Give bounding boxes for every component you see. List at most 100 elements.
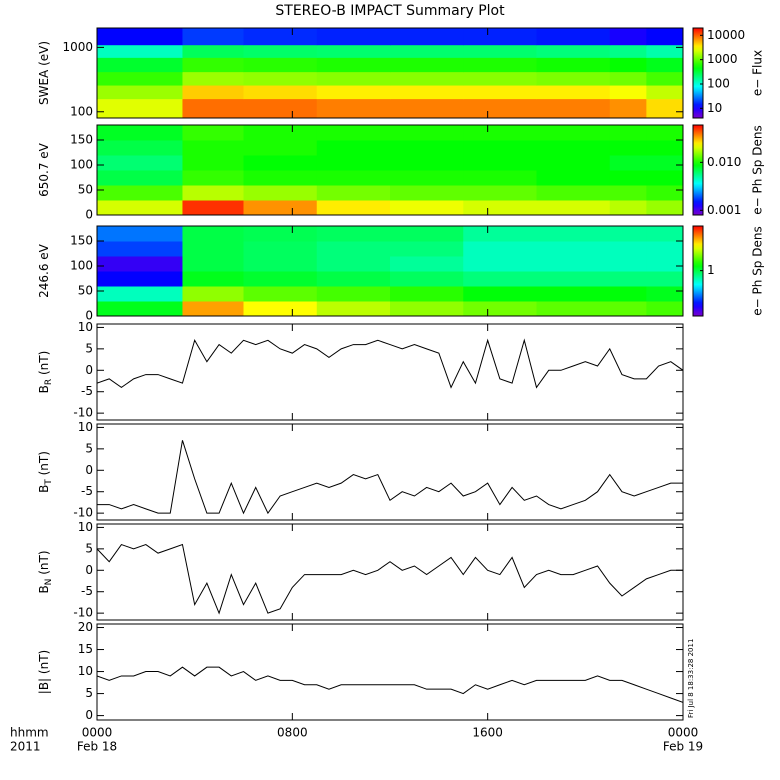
year-label: 2011 — [10, 740, 41, 754]
panel — [97, 440, 683, 515]
heatmap-cell — [646, 155, 683, 171]
heatmap-cell — [609, 185, 647, 201]
x-tick-label: 0000 — [668, 726, 699, 740]
y-axis-label-part: B — [37, 385, 51, 393]
y-tick-label: 5 — [85, 341, 93, 355]
heatmap-cell — [463, 155, 537, 171]
heatmap-cell — [536, 185, 611, 201]
y-axis-label-part: SWEA (eV) — [37, 41, 51, 105]
heatmap-cell — [316, 185, 391, 201]
heatmap-cell — [97, 185, 183, 201]
panel — [97, 226, 683, 316]
heatmap-cell — [390, 185, 464, 201]
heatmap-cell — [646, 28, 683, 46]
heatmap-cell — [536, 125, 611, 141]
heatmap-cell — [182, 170, 244, 186]
panel — [97, 338, 683, 389]
heatmap-cell — [316, 85, 391, 100]
heatmap-cell — [97, 28, 183, 46]
heatmap-cell — [243, 85, 318, 100]
colorbar — [692, 124, 704, 216]
y-axis-label: 246.6 eV — [37, 243, 51, 298]
heatmap-cell — [536, 226, 611, 242]
heatmap-cell — [316, 170, 391, 186]
y-tick-label: 150 — [70, 234, 93, 248]
x-tick-label: 0000 — [82, 726, 113, 740]
heatmap-cell — [609, 85, 647, 100]
timestamp: Fri Jul 8 18:33:28 2011 — [687, 639, 695, 718]
heatmap-cell — [97, 271, 183, 287]
field-trace — [97, 338, 683, 389]
heatmap-cell — [536, 57, 611, 73]
heatmap-cell — [609, 71, 647, 86]
colorbar-tick-label: 0.010 — [707, 155, 741, 169]
heatmap-cell — [182, 98, 244, 118]
heatmap-cell — [182, 301, 244, 316]
heatmap-cell — [390, 44, 464, 58]
panel-frame — [96, 523, 684, 621]
heatmap-cell — [243, 57, 318, 73]
heatmap-cell — [390, 226, 464, 242]
heatmap-cell — [463, 271, 537, 287]
heatmap-cell — [609, 125, 647, 141]
heatmap-cell — [182, 200, 244, 215]
heatmap-cell — [463, 140, 537, 156]
heatmap-cell — [243, 140, 318, 156]
field-trace — [97, 666, 683, 703]
heatmap-cell — [463, 125, 537, 141]
heatmap-cell — [609, 271, 647, 287]
heatmap-cell — [390, 170, 464, 186]
heatmap-cell — [463, 226, 537, 242]
heatmap-cell — [646, 57, 683, 73]
y-tick-label: 10 — [78, 420, 93, 434]
heatmap-cell — [316, 28, 391, 46]
panel-frame — [96, 323, 684, 421]
date-label: Feb 18 — [77, 740, 117, 754]
y-tick-label: 100 — [70, 259, 93, 273]
heatmap-cell — [316, 241, 391, 257]
heatmap-cell — [243, 226, 318, 242]
heatmap-cell — [609, 140, 647, 156]
y-tick-label: 15 — [78, 642, 93, 656]
y-tick-label: -5 — [81, 384, 93, 398]
y-tick-label: 10 — [78, 320, 93, 334]
heatmap-cell — [390, 256, 464, 272]
heatmap-cell — [463, 57, 537, 73]
heatmap-cell — [536, 85, 611, 100]
y-axis-label-subscript: T — [44, 479, 54, 486]
heatmap-cell — [390, 28, 464, 46]
heatmap-cell — [316, 57, 391, 73]
y-axis-label: |B| (nT) — [37, 650, 51, 694]
panel — [97, 666, 683, 703]
y-tick-label: 10 — [78, 520, 93, 534]
y-tick-label: 100 — [70, 158, 93, 172]
heatmap-cell — [243, 200, 318, 215]
heatmap-cell — [97, 301, 183, 316]
y-tick-label: 150 — [70, 133, 93, 147]
heatmap-cell — [182, 241, 244, 257]
heatmap-cell — [609, 28, 647, 46]
heatmap-cell — [316, 125, 391, 141]
heatmap-cell — [646, 271, 683, 287]
date-label: Feb 19 — [663, 740, 703, 754]
heatmap-cell — [463, 71, 537, 86]
heatmap-cell — [536, 286, 611, 302]
heatmap-cell — [646, 170, 683, 186]
y-axis-label-subscript: R — [44, 379, 54, 385]
heatmap-cell — [182, 185, 244, 201]
heatmap-cell — [390, 98, 464, 118]
heatmap-cell — [97, 71, 183, 86]
heatmap-cell — [316, 200, 391, 215]
heatmap-cell — [182, 286, 244, 302]
heatmap-cell — [182, 57, 244, 73]
panel — [97, 543, 683, 615]
heatmap-cell — [646, 185, 683, 201]
colorbar-tick-label: 100 — [707, 76, 730, 90]
heatmap-cell — [97, 155, 183, 171]
heatmap-cell — [182, 155, 244, 171]
heatmap-cell — [609, 44, 647, 58]
heatmap-cell — [536, 155, 611, 171]
y-tick-label: 0 — [85, 363, 93, 377]
heatmap-cell — [97, 85, 183, 100]
colorbar — [692, 27, 704, 119]
